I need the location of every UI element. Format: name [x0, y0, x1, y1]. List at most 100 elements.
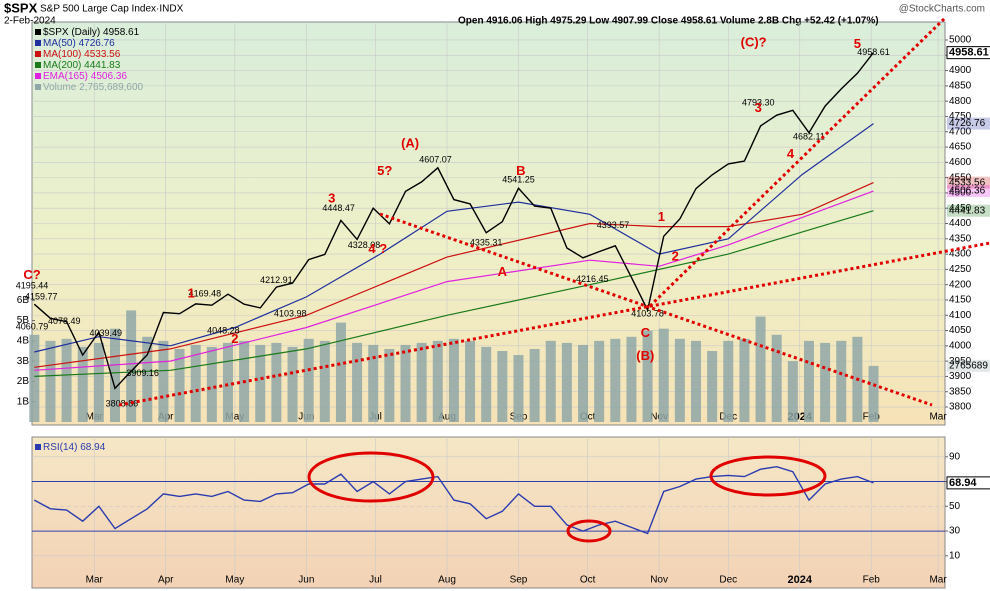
y-tick-label: 4200: [949, 279, 972, 290]
legend-entry: Volume 2,765,689,600: [43, 82, 144, 93]
price-label: 4393.57: [597, 220, 630, 230]
y2-tick-label: 4B: [17, 335, 30, 346]
value-box: [947, 359, 990, 372]
value-box: [947, 117, 990, 130]
volume-bar: [61, 338, 72, 422]
y-tick-label: 3950: [949, 356, 972, 367]
y-tick-label: 4000: [949, 340, 972, 351]
y-tick-label: 4500: [949, 188, 972, 199]
volume-bar: [545, 340, 556, 422]
volume-bar: [384, 348, 395, 422]
highlight-ellipse: [307, 451, 435, 503]
y-tick-label: 10: [949, 550, 961, 561]
price-label: 4793.30: [742, 98, 775, 108]
price-label: 4039.49: [90, 328, 123, 338]
y-tick-label: 4650: [949, 142, 972, 153]
volume-bar: [29, 334, 40, 422]
legend-swatch: [35, 444, 41, 450]
price-label: 4682.11: [793, 132, 825, 142]
price-label: 4103.98: [274, 308, 307, 318]
volume-bar: [271, 342, 282, 422]
y-tick-label: 4750: [949, 111, 972, 122]
legend-value: 4726.76: [79, 38, 116, 49]
legend-entry: EMA(165) 4506.36: [43, 71, 127, 82]
legend-value: 4441.83: [84, 60, 121, 71]
price-label: 4216.45: [576, 274, 609, 284]
y-tick-label: 4700: [949, 126, 972, 137]
value-box-label: 4958.61: [949, 47, 989, 59]
legend-swatch: [35, 62, 41, 68]
wave-label: 5?: [377, 163, 392, 178]
value-box: [947, 204, 990, 217]
wave-label: (C)?: [741, 34, 767, 49]
trend-line: [648, 16, 947, 308]
x-tick-label: Nov: [650, 575, 668, 586]
volume-bar: [481, 346, 492, 422]
x-tick-label: Mar: [929, 412, 947, 423]
wave-label: 1: [658, 209, 665, 224]
volume-bar: [674, 338, 685, 422]
y2-tick-label: 6B: [17, 295, 30, 306]
volume-bar: [691, 340, 701, 422]
plot-layer: Mar Apr May Jun Jul Aug Sep Oct Nov Dec 2024 Feb Mar…: [16, 16, 990, 588]
y-tick-label: 4900: [949, 65, 972, 76]
volume-bar: [836, 340, 847, 422]
x-tick-label: Dec: [719, 575, 737, 586]
y-tick-label: 4350: [949, 233, 972, 244]
wave-label: (A): [401, 135, 419, 150]
value-box: [946, 476, 990, 490]
legend-swatch: [35, 73, 41, 79]
y-tick-label: 5000: [949, 35, 972, 46]
volume-bar: [610, 338, 621, 422]
legend-name: EMA(165): [43, 71, 88, 82]
volume-bar: [594, 340, 605, 422]
legend-value: 68.94: [80, 442, 105, 453]
value-box: [947, 176, 990, 189]
x-tick-label: Jun: [298, 575, 314, 586]
volume-bar: [432, 340, 443, 422]
legend-entry: MA(200) 4441.83: [43, 60, 121, 71]
y2-tick-label: 2B: [17, 376, 30, 387]
x-tick-label: Aug: [438, 412, 456, 423]
price-label: 4169.48: [189, 288, 222, 298]
volume-bar: [190, 344, 201, 422]
y-tick-label: 4850: [949, 81, 972, 92]
trend-line: [118, 241, 990, 407]
legend-entry: RSI(14) 68.94: [43, 442, 106, 453]
volume-bar: [93, 342, 104, 422]
stats: Open 4916.06 High 4975.29 Low 4907.99 Cl…: [458, 16, 879, 27]
wave-label: 4 ?: [368, 241, 387, 256]
volume-bar: [578, 344, 589, 422]
y-tick-label: 30: [949, 526, 961, 537]
value-box-label: 2765689: [949, 361, 988, 372]
volume-bar: [448, 338, 459, 422]
wave-label: 2: [672, 249, 679, 264]
volume-bar: [497, 351, 508, 422]
series-line: [33, 465, 874, 535]
x-tick-label: May: [225, 412, 244, 423]
legend-swatch: [35, 84, 41, 90]
y-tick-label: 4550: [949, 172, 972, 183]
price-label: 4103.78: [631, 308, 664, 318]
volume-bar: [287, 346, 298, 422]
series-line: [34, 190, 874, 371]
y-tick-label: 4050: [949, 325, 972, 336]
volume-bar: [868, 365, 879, 422]
legend-entry: MA(100) 4533.56: [43, 49, 121, 60]
wave-label: 3: [328, 190, 335, 205]
volume-bar: [803, 340, 814, 422]
x-tick-label: Feb: [863, 575, 881, 586]
wave-label: 1: [187, 285, 194, 300]
volume-bar: [642, 330, 653, 422]
wave-label: C?: [23, 267, 40, 282]
volume-bar: [335, 322, 346, 422]
volume-bar: [739, 338, 750, 422]
highlight-ellipse: [709, 455, 827, 497]
price-label: 4078.49: [48, 316, 81, 326]
y2-tick-label: 3B: [17, 356, 30, 367]
x-tick-label: Apr: [158, 575, 174, 586]
volume-bar: [174, 348, 185, 422]
y-tick-label: 4150: [949, 295, 972, 306]
price-label: 4048.28: [207, 325, 240, 335]
